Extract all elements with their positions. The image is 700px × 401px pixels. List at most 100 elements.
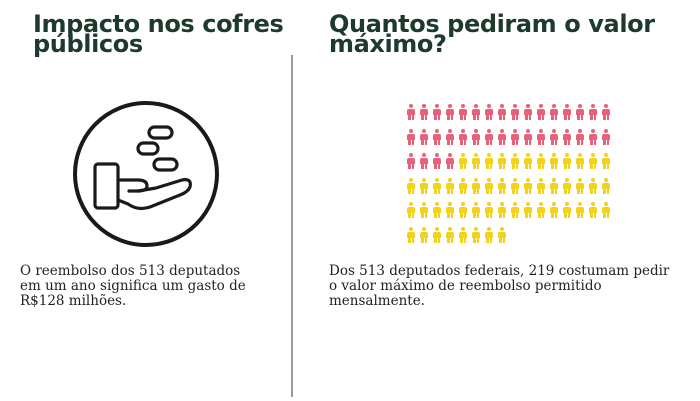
person-icon <box>459 153 467 169</box>
person-icon <box>472 128 480 145</box>
person-icon <box>407 202 415 218</box>
person-icon <box>433 104 441 120</box>
person-icon <box>550 177 558 194</box>
person-icon <box>524 153 532 169</box>
person-icon <box>420 104 428 120</box>
person-icon <box>576 104 584 120</box>
impact-description: O reembolso dos 513 deputados em um ano … <box>20 264 246 309</box>
person-icon <box>420 128 428 145</box>
person-icon <box>589 104 597 120</box>
person-icon <box>550 128 558 145</box>
column-divider <box>291 55 293 397</box>
person-icon <box>407 153 415 169</box>
person-icon <box>472 226 480 243</box>
person-icon <box>563 153 571 169</box>
impact-title: Impacto nos cofres públicos <box>33 10 284 58</box>
person-icon <box>407 128 415 145</box>
hand-with-coins-icon <box>73 101 219 247</box>
person-icon <box>511 104 519 120</box>
person-icon <box>446 226 454 243</box>
person-icon <box>459 226 467 243</box>
impact-title-line-2: públicos <box>33 30 143 58</box>
person-icon <box>498 177 506 194</box>
person-icon <box>433 177 441 194</box>
person-icon <box>420 226 428 243</box>
person-icon <box>589 128 597 145</box>
person-icon <box>550 153 558 169</box>
person-icon <box>485 104 493 120</box>
person-icon <box>524 128 532 145</box>
person-icon <box>576 177 584 194</box>
person-icon <box>485 128 493 145</box>
person-icon <box>459 128 467 145</box>
person-icon <box>511 177 519 194</box>
person-icon <box>472 104 480 120</box>
person-icon <box>407 226 415 243</box>
person-icon <box>472 153 480 169</box>
max-value-title-line-1: Quantos pediram o valor <box>329 10 655 38</box>
person-icon <box>550 104 558 120</box>
person-icon <box>498 128 506 145</box>
person-icon <box>459 177 467 194</box>
person-icon <box>589 153 597 169</box>
person-icon <box>433 153 441 169</box>
person-icon <box>511 128 519 145</box>
person-icon <box>563 104 571 120</box>
person-icon <box>433 202 441 218</box>
person-icon <box>433 226 441 243</box>
person-icon <box>446 153 454 169</box>
person-icon <box>589 177 597 194</box>
person-icon <box>511 153 519 169</box>
person-icon <box>511 202 519 218</box>
person-icon <box>602 153 610 169</box>
person-icon <box>485 202 493 218</box>
person-icon <box>420 153 428 169</box>
person-icon <box>485 153 493 169</box>
deputies-pictogram <box>407 104 617 244</box>
person-icon <box>563 202 571 218</box>
person-icon <box>537 104 545 120</box>
person-icon <box>524 177 532 194</box>
person-icon <box>446 128 454 145</box>
person-icon <box>550 202 558 218</box>
person-icon <box>485 226 493 243</box>
person-icon <box>524 202 532 218</box>
person-icon <box>420 177 428 194</box>
max-value-title-line-2: máximo? <box>329 30 447 58</box>
person-icon <box>602 202 610 218</box>
max-value-description-line-1: Dos 513 deputados federais, 219 costumam… <box>329 263 670 279</box>
person-icon <box>446 177 454 194</box>
impact-title-line-1: Impacto nos cofres <box>33 10 284 38</box>
person-icon <box>446 104 454 120</box>
person-icon <box>602 128 610 145</box>
person-icon <box>602 104 610 120</box>
person-icon <box>576 128 584 145</box>
person-icon <box>537 128 545 145</box>
person-icon <box>407 104 415 120</box>
person-icon <box>472 202 480 218</box>
person-icon <box>602 177 610 194</box>
person-icon <box>433 128 441 145</box>
person-icon <box>524 104 532 120</box>
max-value-description-line-2: o valor máximo de reembolso permitido <box>329 278 602 294</box>
max-value-description-line-3: mensalmente. <box>329 293 425 309</box>
person-icon <box>498 104 506 120</box>
person-icon <box>589 202 597 218</box>
max-value-title: Quantos pediram o valor máximo? <box>329 10 655 58</box>
max-value-description: Dos 513 deputados federais, 219 costumam… <box>329 264 669 309</box>
impact-description-line-2: em um ano significa um gasto de <box>20 278 246 294</box>
person-icon <box>563 177 571 194</box>
person-icon <box>472 177 480 194</box>
person-icon <box>420 202 428 218</box>
person-icon <box>576 153 584 169</box>
person-icon <box>498 226 506 243</box>
person-icon <box>537 177 545 194</box>
person-icon <box>498 202 506 218</box>
person-icon <box>537 202 545 218</box>
person-icon <box>537 153 545 169</box>
person-icon <box>576 202 584 218</box>
person-icon <box>485 177 493 194</box>
person-icon <box>446 202 454 218</box>
person-icon <box>563 128 571 145</box>
person-icon <box>459 104 467 120</box>
